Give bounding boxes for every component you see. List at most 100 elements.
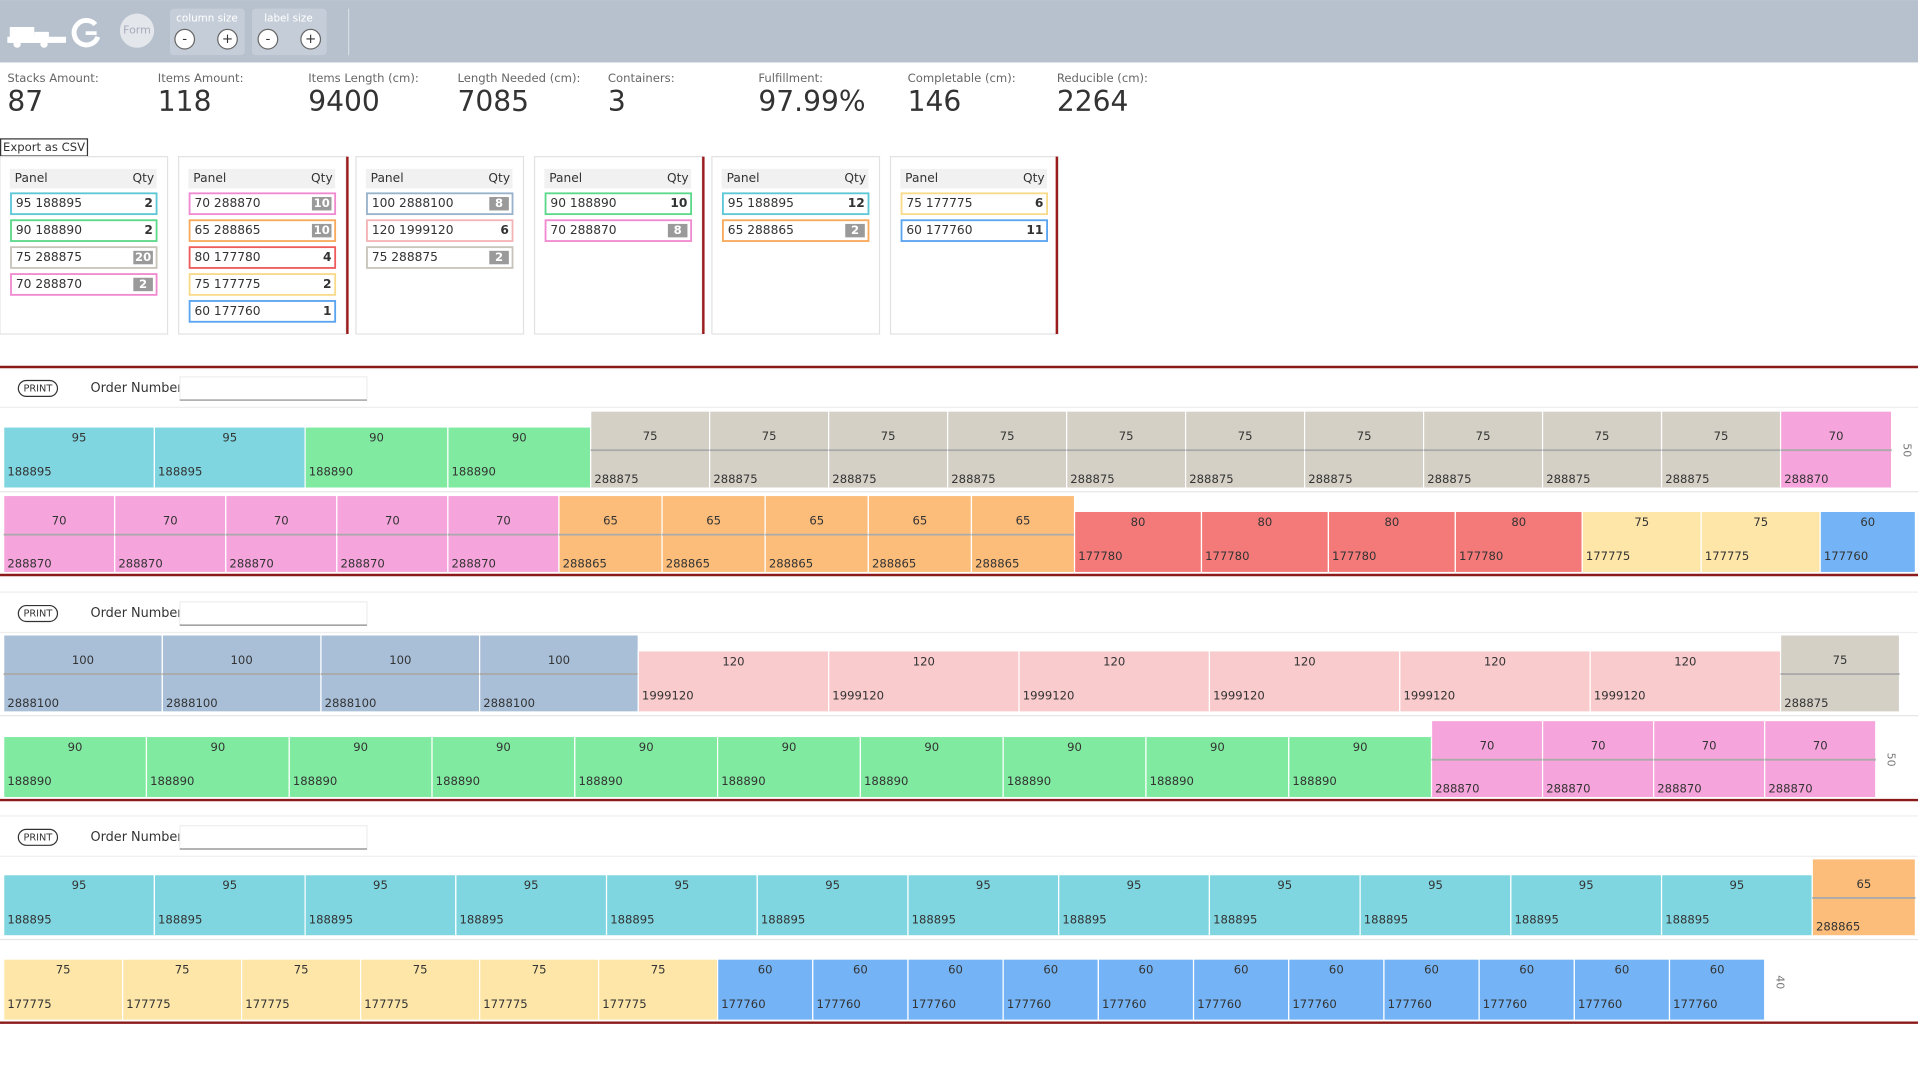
stat-label: Fulfillment: — [758, 71, 823, 85]
order-input[interactable] — [179, 376, 368, 401]
panel-qty: 10 — [314, 223, 330, 237]
block-length: 90 — [68, 740, 83, 754]
block-length: 60 — [948, 963, 963, 977]
block-length: 60 — [1043, 963, 1058, 977]
block-id: 177780 — [1332, 549, 1376, 563]
block-id: 177760 — [1102, 997, 1146, 1011]
block-length: 90 — [639, 740, 654, 754]
panel-block — [1097, 958, 1195, 1021]
stat-label: Length Needed (cm): — [457, 71, 580, 85]
stat-value: 7085 — [457, 85, 529, 118]
block-id: 288870 — [1768, 782, 1812, 796]
size-button[interactable] — [174, 28, 196, 50]
panel-qty: 2 — [323, 277, 332, 291]
block-id: 188890 — [1150, 774, 1194, 788]
block-id: 288870 — [341, 556, 385, 570]
export-label: Export as CSV — [3, 140, 85, 154]
block-length: 95 — [976, 878, 991, 892]
block-id: 288865 — [872, 556, 916, 570]
panel-block — [304, 874, 457, 937]
stat-label: Items Length (cm): — [308, 71, 419, 85]
panel-block — [431, 735, 576, 799]
panel-qty: 10 — [314, 196, 330, 210]
block-length: 120 — [722, 654, 744, 668]
panel-row — [722, 219, 870, 242]
panel-block — [241, 958, 362, 1021]
panel-header-bg — [9, 168, 157, 189]
block-id: 1999120 — [642, 689, 694, 703]
block-id: 188895 — [459, 912, 503, 926]
panel-block — [145, 735, 290, 799]
block-id: 177760 — [1292, 997, 1336, 1011]
panel-block — [1589, 650, 1782, 713]
block-length: 95 — [1579, 878, 1594, 892]
panel-header-bg — [900, 168, 1048, 189]
panel-block — [1002, 958, 1099, 1021]
block-id: 288865 — [1816, 920, 1860, 934]
form-label: Form — [123, 24, 151, 37]
panel-block — [1145, 735, 1290, 799]
panel-block — [1581, 510, 1702, 574]
label-size-label: label size — [264, 12, 313, 24]
block-id: 2888100 — [325, 696, 377, 710]
form-button[interactable] — [119, 13, 155, 48]
panel-name: 75 288875 — [372, 250, 438, 264]
block-id: 188890 — [452, 465, 496, 479]
column-size-label: column size — [176, 12, 238, 24]
panel-name: 70 288870 — [194, 196, 260, 210]
panel-header-bg — [188, 168, 336, 189]
size-button-label: + — [305, 32, 316, 47]
panel-block — [3, 958, 124, 1021]
block-length: 70 — [274, 514, 289, 528]
block-length: 75 — [1476, 429, 1491, 443]
size-button[interactable] — [257, 28, 279, 50]
panel-block — [812, 958, 909, 1021]
block-id: 188890 — [309, 465, 353, 479]
block-id: 177760 — [1007, 997, 1051, 1011]
panel-row — [366, 246, 514, 269]
block-id: 177775 — [245, 997, 289, 1011]
block-length: 75 — [1753, 515, 1768, 529]
block-length: 65 — [912, 514, 927, 528]
panel-row — [900, 192, 1048, 216]
block-length: 95 — [524, 878, 539, 892]
panel-qty: 11 — [1026, 223, 1043, 237]
qty-header: Qty — [667, 171, 689, 185]
stat-value: 2264 — [1057, 85, 1129, 118]
size-button[interactable] — [300, 28, 322, 50]
block-id: 288870 — [1784, 472, 1828, 486]
print-button[interactable] — [17, 828, 59, 846]
print-button[interactable] — [17, 379, 59, 397]
panel-block — [1510, 874, 1663, 937]
order-input[interactable] — [179, 601, 368, 626]
block-id: 177760 — [721, 997, 765, 1011]
print-button[interactable] — [17, 604, 59, 623]
block-id: 188890 — [436, 774, 480, 788]
panel-qty: 20 — [135, 250, 151, 264]
panel-name: 65 288865 — [194, 223, 260, 237]
qty-header: Qty — [311, 171, 333, 185]
refresh-icon[interactable] — [71, 18, 101, 48]
block-id: 288875 — [1308, 472, 1352, 486]
block-id: 288875 — [1427, 472, 1471, 486]
block-id: 188895 — [761, 912, 805, 926]
block-id: 188895 — [7, 465, 51, 479]
panel-header: Panel — [371, 171, 404, 185]
panel-block — [3, 735, 148, 799]
block-id: 177780 — [1459, 549, 1503, 563]
block-length: 65 — [1856, 877, 1871, 891]
panel-name: 60 177760 — [906, 223, 972, 237]
panel-name: 75 288875 — [16, 250, 82, 264]
size-button[interactable] — [217, 28, 238, 50]
panel-qty: 2 — [495, 250, 503, 264]
block-length: 80 — [1511, 515, 1526, 529]
order-input[interactable] — [179, 825, 368, 850]
panel-qty: 1 — [323, 304, 332, 318]
panel-block — [1454, 510, 1583, 574]
block-length: 95 — [72, 878, 87, 892]
block-length: 80 — [1384, 515, 1399, 529]
panel-block — [1208, 650, 1401, 713]
block-id: 188895 — [7, 912, 51, 926]
panel-row — [188, 246, 337, 269]
block-length: 65 — [603, 514, 618, 528]
